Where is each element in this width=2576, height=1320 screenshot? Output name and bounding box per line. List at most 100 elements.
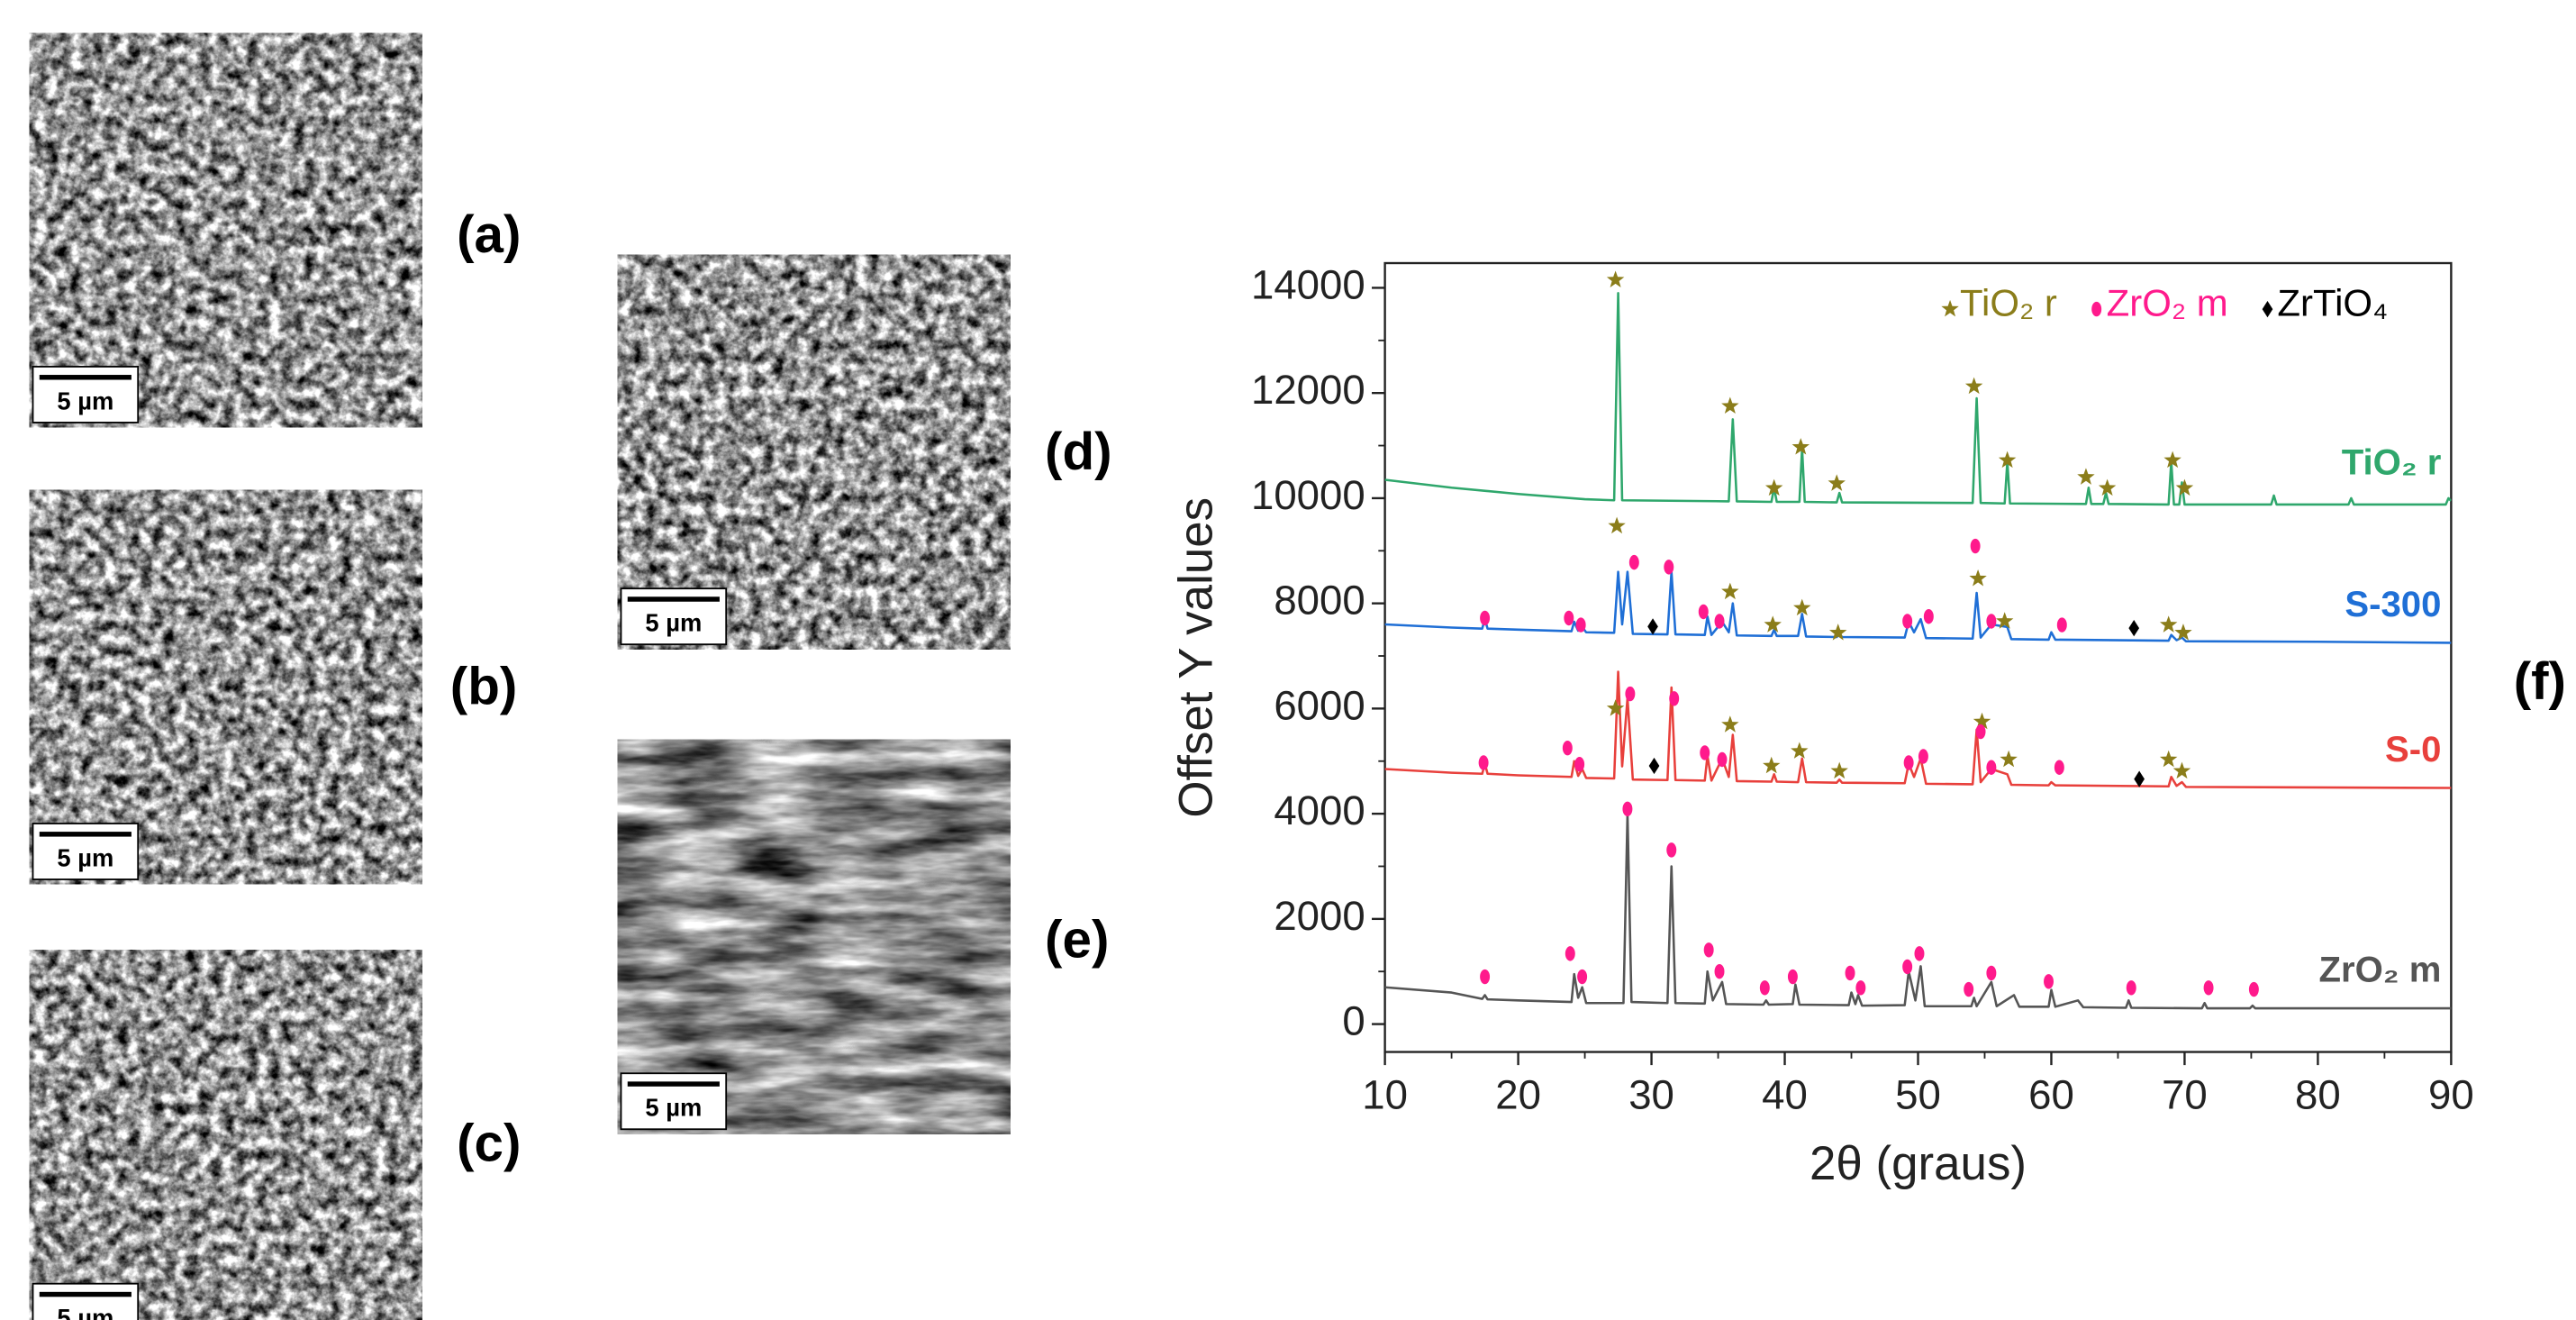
y-tick-label: 12000 xyxy=(1251,367,1365,413)
phase-marker xyxy=(1995,612,2014,629)
phase-marker xyxy=(1914,946,1925,961)
sem-image: 5 µm xyxy=(29,489,422,885)
series-line xyxy=(1384,670,2452,789)
y-tick-label: 10000 xyxy=(1251,472,1365,518)
sem-texture xyxy=(617,254,1011,650)
sem-texture xyxy=(29,950,422,1320)
panel-label: (d) xyxy=(1045,423,1112,481)
legend-label: TiO₂ r xyxy=(1960,282,2057,324)
phase-marker xyxy=(1721,582,1739,600)
scale-bar xyxy=(39,832,132,837)
panel-label: (a) xyxy=(457,205,521,264)
phase-marker xyxy=(1902,959,1913,975)
phase-marker xyxy=(1793,598,1811,616)
phase-marker xyxy=(1669,691,1680,706)
x-tick-label: 90 xyxy=(2428,1072,2474,1118)
legend-label: ZrO₂ m xyxy=(2107,282,2228,324)
phase-marker xyxy=(2159,750,2178,768)
sem-image: 5 µm xyxy=(29,32,422,428)
scale-bar xyxy=(39,375,132,380)
phase-marker xyxy=(2044,974,2054,989)
y-tick-label: 8000 xyxy=(1274,578,1365,624)
series-label: S-300 xyxy=(2345,584,2441,624)
y-tick-label: 6000 xyxy=(1274,682,1365,728)
phase-marker xyxy=(1622,801,1633,817)
scale-bar xyxy=(39,1291,132,1297)
legend-item: TiO₂ r xyxy=(1941,282,2057,324)
legend-marker xyxy=(1941,299,1959,317)
panel-label: (b) xyxy=(450,658,518,716)
x-tick-label: 70 xyxy=(2162,1072,2208,1118)
scale-bar-label: 5 µm xyxy=(57,1304,113,1320)
phase-marker xyxy=(2054,760,2064,775)
sem-texture xyxy=(29,32,422,428)
phase-marker xyxy=(1973,712,1991,730)
phase-marker xyxy=(1918,749,1928,764)
phase-marker xyxy=(1986,614,1997,629)
phase-marker xyxy=(2126,980,2136,996)
xrd-chart: 0 2000 4000 6000 8000 10000 12000 14000 10 20 30 40… xyxy=(1169,261,2566,1190)
x-tick-label: 10 xyxy=(1362,1072,1408,1118)
phase-marker xyxy=(1577,969,1588,985)
phase-marker xyxy=(1574,757,1585,772)
phase-marker xyxy=(1700,745,1710,760)
legend-marker xyxy=(2262,300,2273,318)
phase-marker xyxy=(1628,554,1639,570)
y-axis-title: Offset Y values xyxy=(1169,497,1222,818)
x-tick-label: 60 xyxy=(2028,1072,2074,1118)
phase-marker xyxy=(1625,686,1636,702)
scale-bar-label: 5 µm xyxy=(645,1094,702,1122)
phase-marker xyxy=(1575,617,1586,633)
phase-marker xyxy=(1759,980,1770,996)
phase-marker xyxy=(2175,478,2194,496)
phase-marker xyxy=(2134,770,2145,787)
phase-marker xyxy=(1480,969,1491,985)
plot-frame xyxy=(1383,261,2453,1053)
phase-marker xyxy=(2159,615,2178,633)
phase-marker xyxy=(1830,761,1848,779)
scale-bar-label: 5 µm xyxy=(645,609,702,637)
scale-bar-label: 5 µm xyxy=(57,387,113,414)
phase-marker xyxy=(1764,615,1782,633)
phase-marker xyxy=(1787,969,1798,985)
phase-marker xyxy=(1664,560,1674,575)
phase-marker xyxy=(1608,516,1626,534)
phase-marker xyxy=(1562,740,1573,756)
phase-marker xyxy=(1791,438,1810,455)
phase-marker xyxy=(1964,377,1983,395)
phase-marker xyxy=(1714,964,1725,979)
phase-marker xyxy=(1986,760,1997,775)
series-label: S-0 xyxy=(2385,729,2441,769)
phase-marker xyxy=(2174,624,2192,641)
x-tick-label: 30 xyxy=(1628,1072,1674,1118)
phase-marker xyxy=(1829,624,1847,641)
phase-marker xyxy=(1648,757,1660,775)
x-tick-label: 40 xyxy=(1762,1072,1808,1118)
x-tick-label: 50 xyxy=(1895,1072,1941,1118)
phase-marker xyxy=(1791,742,1809,759)
phase-marker xyxy=(2098,478,2117,496)
y-tick-label: 0 xyxy=(1342,998,1365,1044)
phase-marker xyxy=(1698,604,1709,620)
phase-marker xyxy=(1903,755,1914,770)
scale-bar-box xyxy=(32,1282,140,1320)
legend-label: ZrTiO₄ xyxy=(2277,282,2388,324)
panel-label: (c) xyxy=(457,1115,521,1173)
scale-bar xyxy=(627,1081,720,1087)
phase-marker xyxy=(1855,980,1866,996)
phase-marker xyxy=(1717,751,1728,768)
phase-marker xyxy=(1703,942,1714,958)
phase-marker xyxy=(1828,474,1846,491)
x-axis-title: 2θ (graus) xyxy=(1810,1137,2027,1190)
phase-marker xyxy=(2172,761,2191,779)
sem-panels: 5 µm (a) 5 µm (b) 5 µm (c) 5 µm (d) 5 µm (e) xyxy=(29,32,1112,1320)
x-tick-label: 80 xyxy=(2295,1072,2341,1118)
panel-label: (e) xyxy=(1045,911,1109,970)
phase-marker xyxy=(1845,965,1855,981)
series-label: TiO₂ r xyxy=(2342,442,2442,482)
x-tick-label: 20 xyxy=(1495,1072,1541,1118)
phase-marker xyxy=(2203,980,2214,996)
